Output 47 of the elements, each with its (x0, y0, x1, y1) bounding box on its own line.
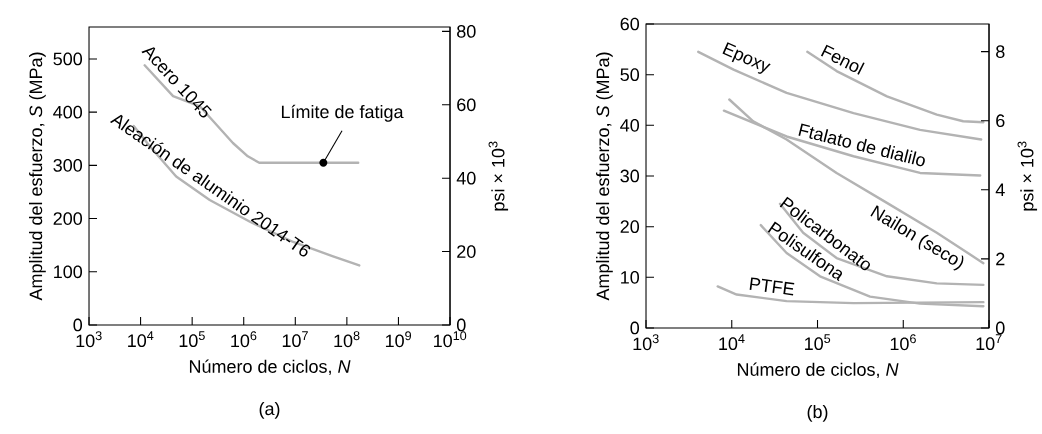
x-tick-label: 10$^{4}$ (719, 334, 745, 351)
x-tick-label: 10$^{6}$ (890, 334, 916, 351)
y2-tick-label: 6 (996, 114, 1005, 128)
annotation: Límite de fatiga (281, 104, 404, 122)
x-tick-label: 10$^{10}$ (434, 331, 467, 348)
y2-tick-label: 0 (456, 318, 466, 332)
text: (b) (807, 404, 828, 422)
x-tick-label: 10$^{4}$ (128, 331, 154, 348)
y-tick-label: 20 (620, 220, 640, 234)
y2-axis-title: psi × 10$^{3}$ (488, 141, 509, 211)
y2-tick-label: 80 (457, 25, 476, 38)
x-axis-title: Número de ciclos, N (189, 359, 351, 376)
x-tick-label: 10$^{3}$ (633, 334, 659, 351)
x-tick-label: 10$^{5}$ (805, 334, 831, 351)
x-tick-label: 10$^{6}$ (231, 331, 257, 348)
y2-axis-title: psi × 10$^{3}$ (1017, 141, 1038, 211)
text: Ftalato de dialilo (798, 123, 925, 167)
y-tick-label: 500 (53, 52, 83, 66)
y2-tick-label: 0 (995, 321, 1005, 335)
y2-tick-label: 20 (457, 245, 476, 258)
x-tick-label: 10$^{3}$ (76, 331, 102, 348)
y-axis-title: Amplitud del esfuerzo, S (MPa) (596, 52, 613, 301)
y-tick-label: 50 (620, 68, 640, 82)
text: (a) (259, 401, 280, 419)
y-tick-label: 40 (620, 118, 640, 132)
x-tick-label: 10$^{7}$ (282, 331, 308, 348)
y-tick-label: 10 (621, 270, 640, 284)
y-tick-label: 400 (53, 105, 83, 119)
x-tick-label: 10$^{7}$ (976, 334, 1002, 351)
y2-tick-label: 60 (457, 98, 476, 112)
x-tick-label: 10$^{9}$ (385, 331, 412, 348)
x-tick-label: 10$^{5}$ (179, 331, 205, 348)
y-tick-label: 200 (53, 212, 83, 225)
y-tick-label: 100 (54, 265, 83, 279)
text: Fenol (820, 44, 865, 75)
y2-tick-label: 8 (996, 45, 1005, 58)
x-tick-label: 10$^{8}$ (334, 331, 360, 348)
y-tick-label: 60 (620, 17, 640, 31)
y2-tick-label: 2 (996, 252, 1005, 266)
x-axis-title: Número de ciclos, N (737, 362, 899, 379)
y-tick-label: 30 (620, 169, 640, 183)
y2-tick-label: 40 (456, 171, 476, 185)
y-tick-label: 300 (53, 158, 83, 172)
y-tick-label: 0 (630, 321, 640, 335)
y-axis-title: Amplitud del esfuerzo, S (MPa) (29, 52, 46, 301)
y-tick-label: 0 (73, 318, 83, 332)
y2-tick-label: 4 (995, 183, 1005, 196)
